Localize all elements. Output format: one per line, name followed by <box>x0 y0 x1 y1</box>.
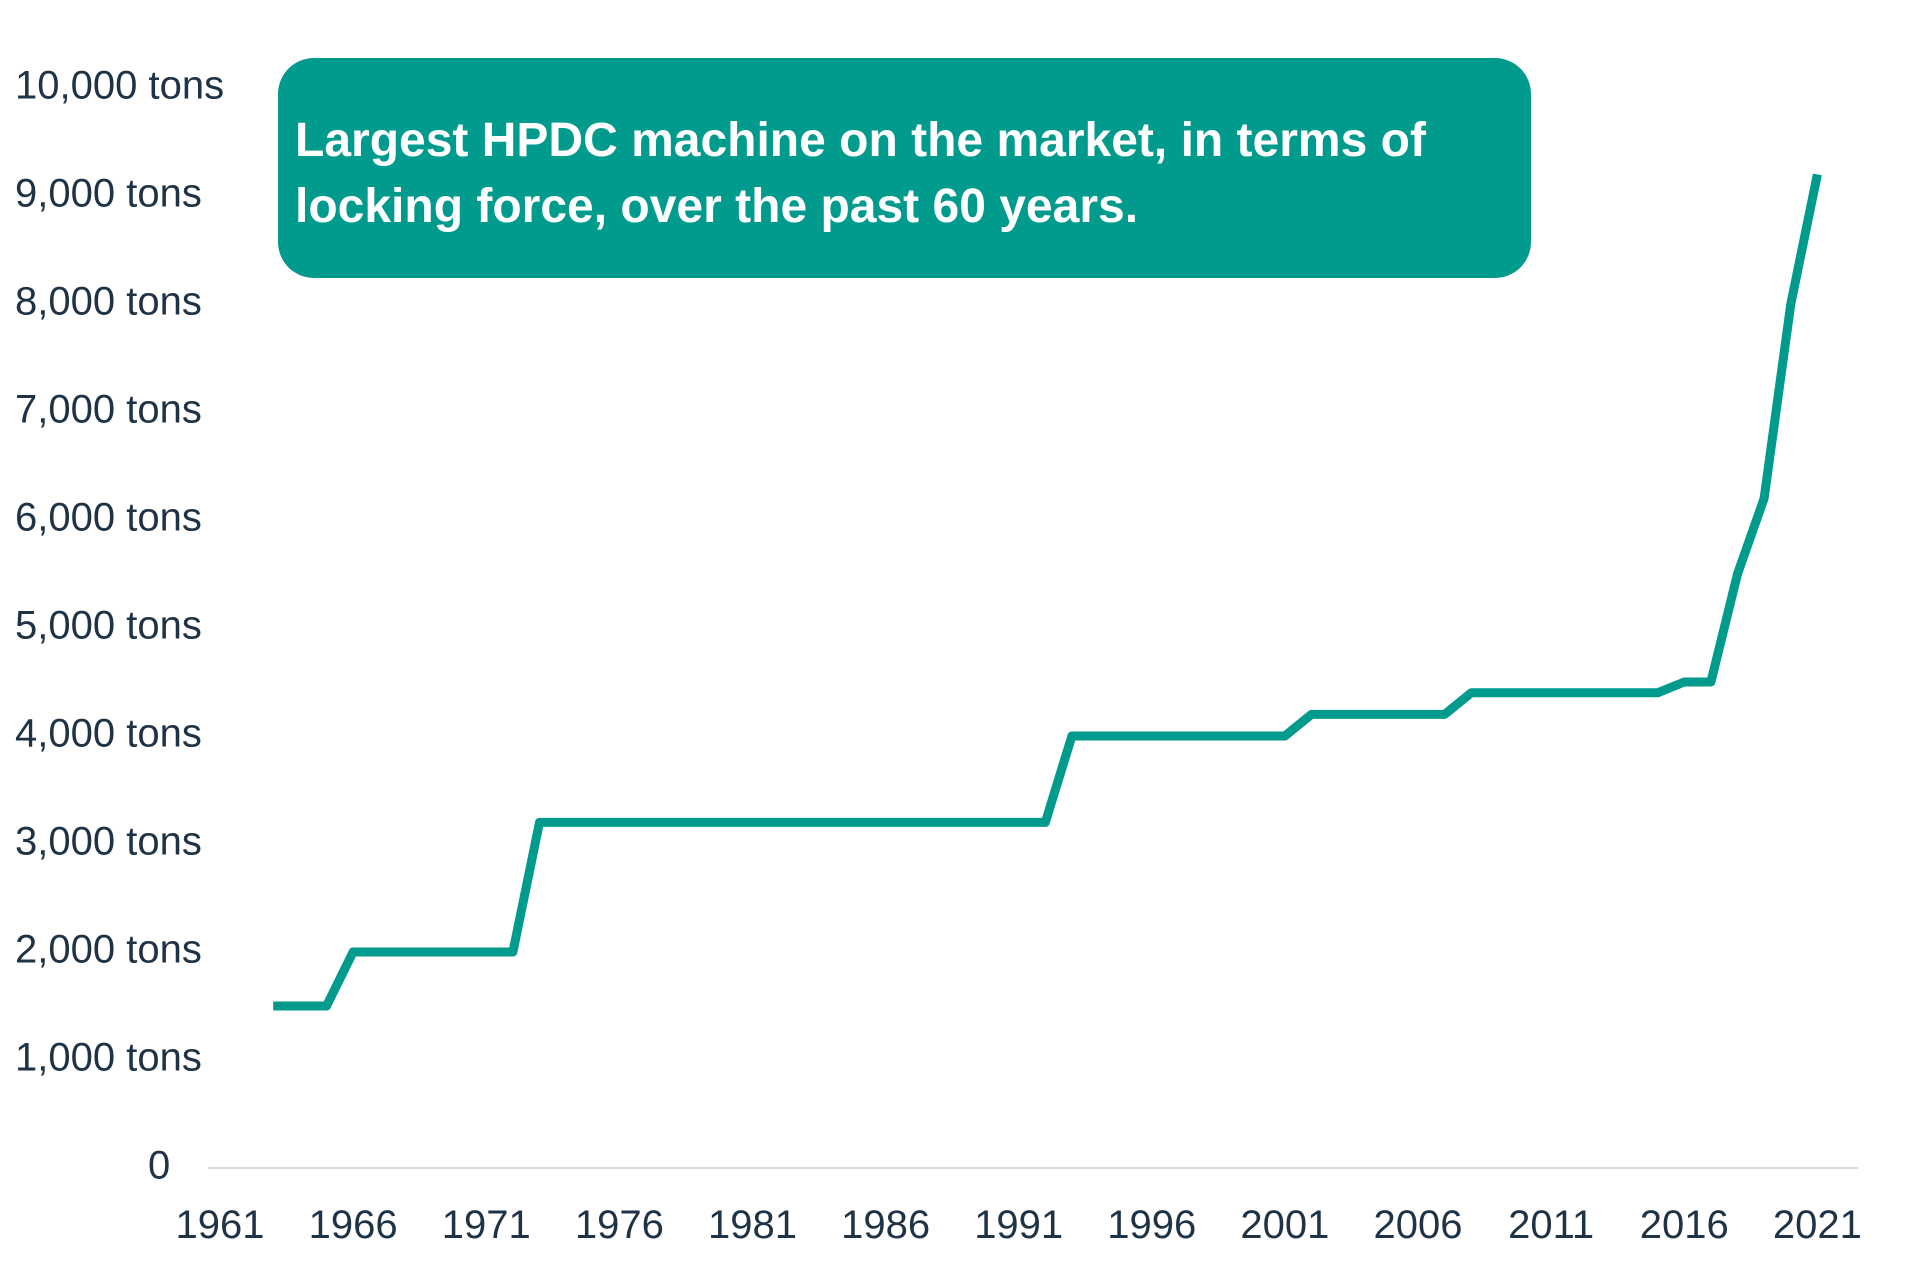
y-tick-label: 4,000 tons <box>15 712 202 756</box>
series-line <box>273 173 1822 1011</box>
x-tick-label: 2016 <box>1640 1203 1729 1247</box>
x-tick-label: 1981 <box>708 1203 797 1247</box>
y-tick-label: 5,000 tons <box>15 604 202 648</box>
x-tick-label: 1976 <box>575 1203 664 1247</box>
y-tick-label: 10,000 tons <box>15 64 224 108</box>
y-tick-label: 1,000 tons <box>15 1036 202 1080</box>
x-tick-label: 2006 <box>1374 1203 1463 1247</box>
title-box: Largest HPDC machine on the market, in t… <box>278 58 1531 278</box>
y-tick-label: 2,000 tons <box>15 928 202 972</box>
x-tick-label: 2021 <box>1773 1203 1862 1247</box>
y-tick-label: 8,000 tons <box>15 280 202 324</box>
y-tick-label: 7,000 tons <box>15 388 202 432</box>
x-tick-label: 1971 <box>442 1203 531 1247</box>
x-tick-label: 1966 <box>309 1203 398 1247</box>
x-tick-label: 1996 <box>1107 1203 1196 1247</box>
y-tick-label: 6,000 tons <box>15 496 202 540</box>
y-tick-label: 3,000 tons <box>15 820 202 864</box>
x-tick-label: 2001 <box>1240 1203 1329 1247</box>
y-tick-label: 9,000 tons <box>15 172 202 216</box>
chart-title: Largest HPDC machine on the market, in t… <box>295 114 1426 233</box>
x-tick-label: 1986 <box>841 1203 930 1247</box>
y-tick-label: 0 <box>148 1144 170 1188</box>
x-tick-label: 1961 <box>176 1203 265 1247</box>
x-tick-label: 2011 <box>1508 1203 1594 1247</box>
x-tick-label: 1991 <box>974 1203 1063 1247</box>
